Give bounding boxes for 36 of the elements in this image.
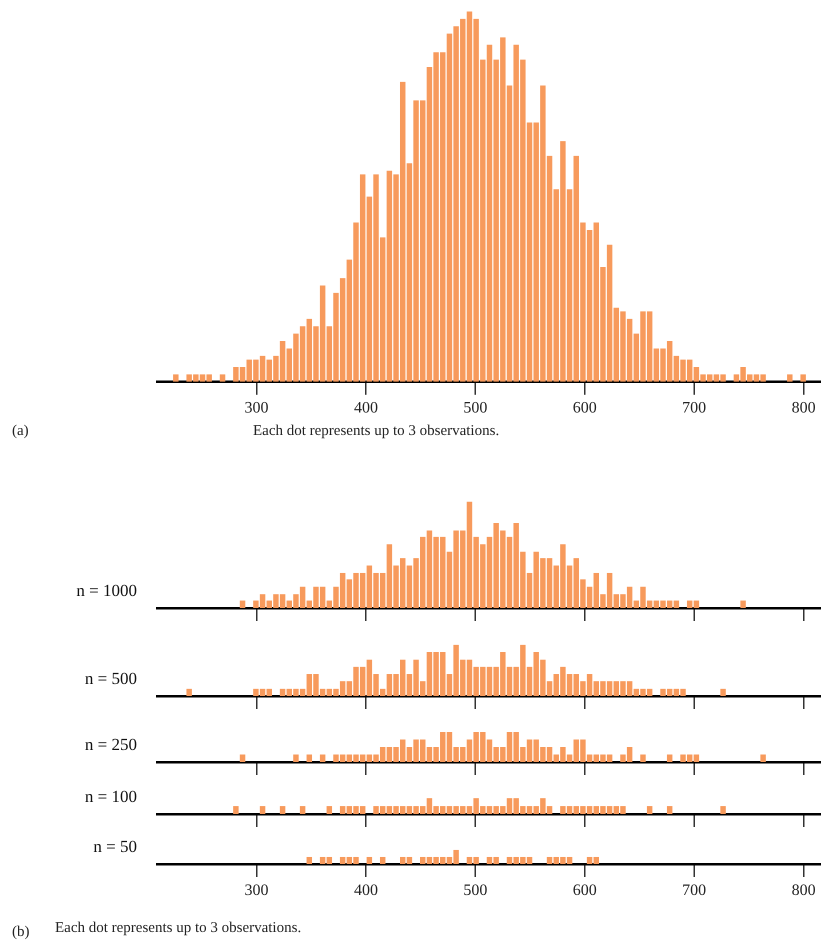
- x-tick-label: 800: [792, 400, 816, 417]
- x-tick-label: 300: [244, 882, 269, 899]
- x-tick-label: 700: [682, 400, 706, 417]
- x-tick-label: 500: [463, 400, 488, 417]
- chart-title: n = 50: [93, 837, 137, 856]
- bar: [740, 600, 746, 608]
- bar: [220, 374, 226, 382]
- bar: [787, 374, 793, 382]
- bar: [760, 754, 766, 762]
- bar: [640, 754, 646, 762]
- bar: [306, 754, 312, 762]
- text: (b): [12, 924, 30, 941]
- text: (a): [12, 423, 29, 440]
- bar: [666, 754, 672, 762]
- chart-title: n = 250: [84, 735, 137, 754]
- text: n = 1000: [76, 581, 137, 600]
- bar: [240, 600, 246, 608]
- chart-title: n = 100: [84, 787, 137, 806]
- x-tick-label: 400: [354, 882, 378, 899]
- x-tick-label: 800: [792, 882, 816, 899]
- x-tick-label: 700: [682, 882, 706, 899]
- x-tick-label: 500: [463, 882, 488, 899]
- bar: [186, 688, 192, 696]
- bar: [720, 688, 726, 696]
- text: Each dot represents up to 3 observations.: [55, 920, 302, 937]
- x-tick-label: 300: [244, 400, 269, 417]
- bar: [240, 754, 246, 762]
- x-tick-label: 600: [572, 400, 597, 417]
- bar: [293, 754, 299, 762]
- x-tick-label: 600: [572, 882, 597, 899]
- bar: [173, 374, 179, 382]
- text: Each dot represents up to 3 observations.: [253, 423, 500, 440]
- bar: [320, 754, 326, 762]
- bar: [800, 374, 806, 382]
- text: n = 500: [84, 669, 137, 688]
- x-tick-label: 400: [354, 400, 378, 417]
